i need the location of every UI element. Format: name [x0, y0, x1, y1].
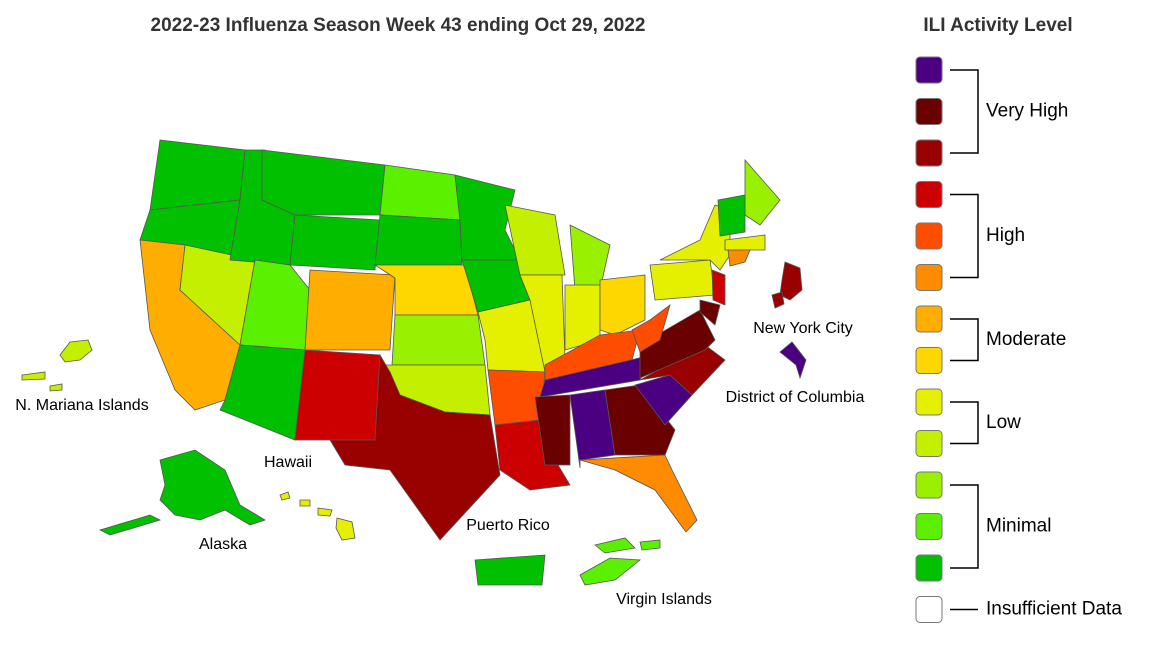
map-label: District of Columbia	[726, 389, 865, 406]
legend-swatch	[915, 513, 943, 540]
legend-swatch	[915, 98, 943, 125]
region	[59, 339, 93, 363]
region	[279, 491, 291, 501]
region	[335, 517, 356, 541]
map-title: 2022-23 Influenza Season Week 43 ending …	[151, 15, 646, 36]
legend-label: High	[986, 225, 1025, 246]
region	[724, 234, 766, 251]
region	[504, 204, 566, 276]
legend-bracket	[950, 318, 979, 362]
legend-swatch	[915, 554, 943, 582]
legend-title: ILI Activity Level	[923, 15, 1072, 36]
region	[639, 309, 716, 379]
legend-swatch	[915, 139, 943, 167]
legend-swatch	[915, 181, 943, 208]
region	[98, 514, 162, 536]
region	[49, 383, 63, 392]
region	[544, 329, 641, 381]
region	[304, 269, 396, 351]
region	[771, 291, 785, 309]
region	[711, 269, 726, 306]
region	[534, 394, 571, 466]
region	[289, 214, 381, 271]
region	[329, 353, 501, 541]
legend-swatch	[915, 430, 943, 457]
map-label: Virgin Islands	[616, 591, 712, 608]
region	[649, 259, 716, 301]
region	[727, 249, 751, 267]
legend-swatch	[915, 388, 943, 416]
region	[159, 449, 266, 526]
region	[391, 314, 486, 366]
region	[579, 557, 642, 586]
region	[21, 371, 46, 381]
region	[219, 344, 306, 441]
region	[639, 539, 661, 551]
legend-swatch	[915, 596, 943, 623]
region	[717, 194, 746, 237]
region	[149, 139, 246, 211]
region	[299, 499, 311, 507]
region	[779, 261, 803, 301]
region	[631, 303, 671, 353]
region	[379, 164, 461, 221]
map-label: Alaska	[199, 536, 247, 553]
legend-bracket	[950, 401, 979, 445]
region	[779, 341, 807, 380]
legend-swatch	[915, 56, 943, 84]
legend: Very High High Moderate Low Minimal Insuffici…	[915, 56, 1122, 623]
region	[474, 554, 546, 586]
map-label: New York City	[753, 320, 853, 337]
legend-label: Moderate	[986, 329, 1066, 350]
legend-swatch	[915, 222, 943, 250]
region	[594, 537, 636, 554]
region	[374, 214, 463, 266]
legend-bracket	[950, 484, 979, 569]
legend-label: Insufficient Data	[986, 599, 1122, 620]
region	[579, 454, 698, 533]
map-label: N. Mariana Islands	[15, 397, 148, 414]
legend-label: Low	[986, 412, 1021, 433]
region	[699, 299, 721, 326]
legend-bracket	[950, 193, 979, 279]
legend-label: Minimal	[986, 516, 1051, 537]
legend-swatch	[915, 347, 943, 374]
legend-bracket	[950, 69, 979, 154]
legend-swatch	[915, 264, 943, 291]
map-label: Puerto Rico	[466, 517, 550, 534]
region	[569, 389, 616, 469]
legend-swatch	[915, 305, 943, 333]
map-label: Hawaii	[264, 454, 312, 471]
region	[261, 149, 386, 216]
region	[599, 274, 646, 336]
region	[294, 349, 381, 441]
region	[744, 158, 781, 226]
legend-swatch	[915, 471, 943, 499]
us-map	[21, 139, 807, 586]
region	[604, 384, 676, 456]
legend-label: Very High	[986, 101, 1068, 122]
region	[317, 507, 333, 517]
